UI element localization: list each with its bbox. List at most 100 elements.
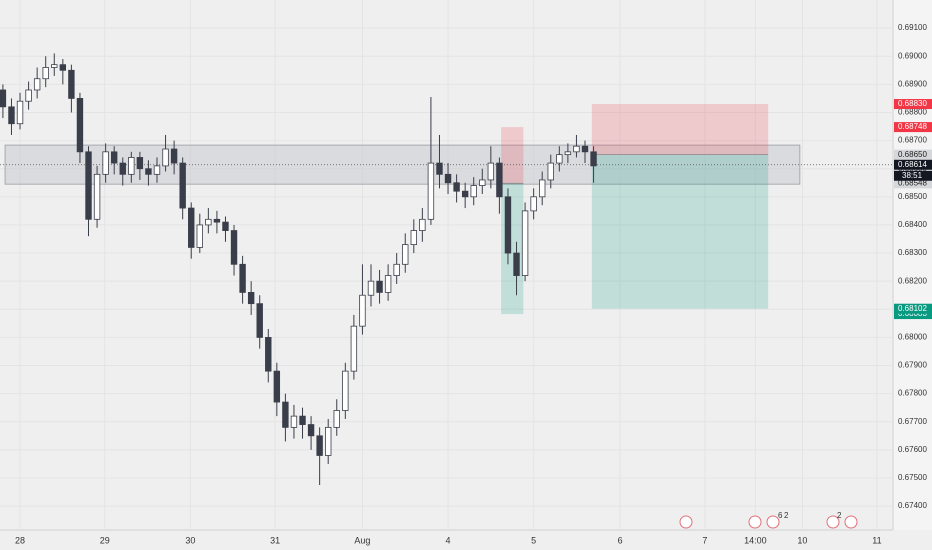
event-icons: 6 2 2 bbox=[679, 511, 858, 529]
candle-body bbox=[68, 69, 75, 99]
x-tick-label: 28 bbox=[15, 535, 25, 545]
price-label-bg bbox=[894, 309, 932, 320]
candle-body bbox=[487, 162, 495, 181]
candle-body bbox=[247, 292, 255, 305]
candle-body bbox=[547, 162, 554, 181]
candle-body bbox=[230, 230, 238, 265]
price-label-bg bbox=[894, 159, 932, 170]
x-tick-label: 4 bbox=[446, 535, 451, 545]
candle-body bbox=[444, 173, 452, 184]
candle-body bbox=[402, 244, 409, 265]
candle-body bbox=[307, 424, 315, 437]
y-tick-label: 0.68500 bbox=[898, 192, 927, 201]
candle-body bbox=[110, 151, 118, 164]
candle-body bbox=[573, 145, 580, 153]
candle-body bbox=[479, 179, 486, 186]
candle-body bbox=[359, 294, 366, 327]
event-count: 2 bbox=[784, 511, 789, 520]
candle-body bbox=[93, 173, 101, 220]
candle-body bbox=[16, 100, 24, 125]
candle-body bbox=[0, 89, 7, 108]
candle-body bbox=[222, 221, 229, 231]
y-tick-label: 0.69000 bbox=[898, 51, 927, 60]
candle-body bbox=[470, 185, 477, 198]
x-tick-label: 10 bbox=[797, 535, 807, 545]
event-icon bbox=[844, 515, 858, 529]
y-tick-label: 0.68400 bbox=[898, 220, 927, 229]
candle-body bbox=[25, 89, 32, 102]
y-tick-label: 0.67900 bbox=[898, 361, 927, 370]
candle-body bbox=[162, 148, 169, 167]
candle-body bbox=[51, 64, 58, 68]
y-tick-label: 0.67400 bbox=[898, 501, 927, 510]
y-tick-label: 0.67700 bbox=[898, 417, 927, 426]
candle-body bbox=[85, 151, 92, 220]
price-label-bg bbox=[894, 303, 932, 314]
y-tick-label: 0.67600 bbox=[898, 445, 927, 454]
candle-body bbox=[564, 151, 572, 156]
candle-body bbox=[581, 145, 589, 153]
y-tick-label: 0.68200 bbox=[898, 276, 927, 285]
candle-body bbox=[590, 151, 597, 167]
candle-body bbox=[393, 263, 400, 276]
candle-body bbox=[102, 151, 109, 175]
price-label-bg bbox=[894, 178, 932, 189]
candle-body bbox=[333, 410, 340, 428]
candle-body bbox=[376, 280, 383, 293]
price-label: 0.68650 bbox=[898, 150, 927, 159]
x-tick-label: 7 bbox=[702, 535, 707, 545]
candle-body bbox=[76, 98, 84, 153]
candle-body bbox=[128, 157, 135, 175]
x-tick-label: 5 bbox=[531, 535, 536, 545]
event-icon bbox=[766, 515, 780, 529]
candle-body bbox=[282, 401, 289, 428]
x-tick-label: Aug bbox=[354, 535, 370, 545]
price-label: 0.68830 bbox=[898, 99, 927, 108]
candle-body bbox=[196, 224, 203, 248]
candle-body bbox=[290, 415, 298, 428]
candle-body bbox=[239, 263, 246, 293]
candle-body bbox=[265, 337, 272, 372]
candle-body bbox=[436, 162, 443, 175]
event-count: 6 bbox=[778, 511, 783, 520]
candle-body bbox=[556, 154, 563, 164]
x-tick-label: 11 bbox=[872, 535, 881, 545]
candle-body bbox=[33, 78, 41, 91]
y-tick-label: 0.68800 bbox=[898, 108, 927, 117]
candle-body bbox=[136, 157, 144, 170]
candle-body bbox=[504, 196, 512, 254]
y-tick-label: 0.67500 bbox=[898, 473, 927, 482]
candle-body bbox=[342, 370, 349, 411]
x-tick-label: 6 bbox=[618, 535, 623, 545]
event-count: 2 bbox=[837, 511, 842, 520]
candle-body bbox=[539, 179, 546, 198]
x-tick-label: 14:00 bbox=[744, 535, 767, 545]
x-tick-label: 30 bbox=[185, 535, 195, 545]
candle-body bbox=[145, 168, 152, 175]
countdown: 38:51 bbox=[902, 171, 923, 180]
price-label: 0.68102 bbox=[898, 304, 927, 313]
event-icon bbox=[679, 515, 693, 529]
y-tick-label: 0.69100 bbox=[898, 23, 927, 32]
candle-body bbox=[42, 67, 49, 80]
candle-body bbox=[384, 275, 392, 293]
candle-body bbox=[256, 303, 263, 338]
y-tick-label: 0.67800 bbox=[898, 389, 927, 398]
candle-body bbox=[119, 162, 126, 175]
event-icon bbox=[826, 515, 840, 529]
price-label: 0.68548 bbox=[898, 178, 927, 187]
candle-body bbox=[316, 435, 323, 456]
countdown-bg bbox=[894, 170, 932, 181]
y-tick-label: 0.68000 bbox=[898, 333, 927, 342]
stop-zone bbox=[501, 127, 524, 184]
x-tick-label: 31 bbox=[270, 535, 280, 545]
candle-body bbox=[367, 280, 375, 296]
price-label: 0.68614 bbox=[898, 160, 927, 169]
candle-body bbox=[273, 370, 281, 403]
candle-body bbox=[170, 148, 178, 164]
price-label-bg bbox=[894, 149, 932, 160]
price-label: 0.68748 bbox=[898, 122, 927, 131]
y-tick-label: 0.68300 bbox=[898, 248, 927, 257]
